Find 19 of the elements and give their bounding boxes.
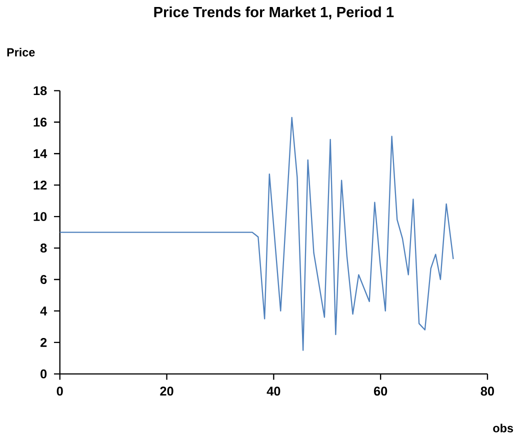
x-axis-title: obs [493, 424, 514, 432]
x-tick-label: 80 [480, 386, 494, 396]
y-tick-label: 14 [34, 149, 48, 158]
y-tick-label: 10 [34, 212, 47, 222]
chart-title: Price Trends for Market 1, Period 1 [154, 6, 394, 20]
line-series [59, 116, 454, 351]
y-axis-title: Price [7, 48, 35, 57]
y-tick-label: 16 [34, 118, 47, 127]
y-tick-label: 18 [34, 86, 47, 96]
x-tick-label: 0 [56, 386, 63, 396]
y-tick-label: 2 [40, 338, 47, 347]
y-tick-label: 12 [34, 180, 47, 190]
y-tick-label: 0 [40, 370, 47, 378]
x-tick-label: 40 [266, 386, 280, 396]
y-tick-label: 4 [40, 306, 48, 316]
y-tick-label: 6 [40, 275, 47, 284]
y-tick-label: 8 [40, 244, 47, 253]
x-tick-label: 60 [374, 386, 388, 396]
x-tick-label: 20 [160, 386, 174, 396]
